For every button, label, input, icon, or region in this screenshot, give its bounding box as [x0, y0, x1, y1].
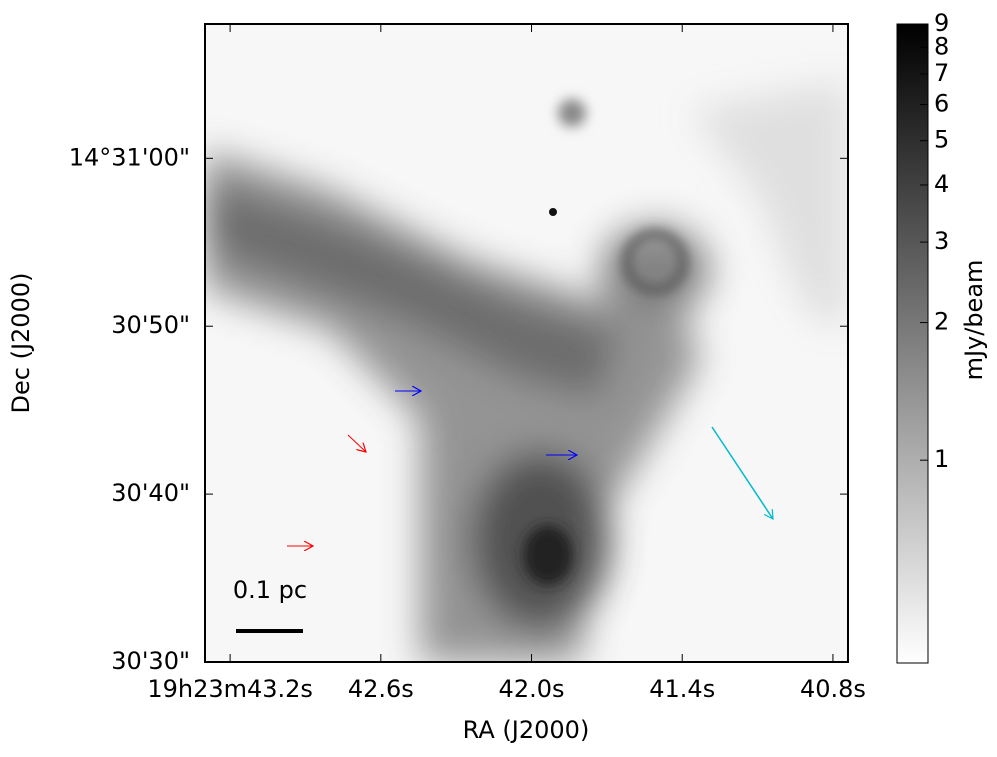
colorbar-tick-label: 8	[934, 32, 949, 60]
y-tick-label: 30'40"	[111, 479, 190, 507]
arrow	[347, 434, 366, 452]
annotations: 0.1 pc	[233, 391, 773, 633]
x-axis-label: RA (J2000)	[463, 716, 590, 744]
colorbar-tick-label: 4	[934, 170, 949, 198]
x-tick-label: 42.0s	[499, 675, 565, 703]
colorbar-label: mJy/beam	[960, 260, 988, 381]
plot-frame	[204, 23, 849, 663]
y-axis-label: Dec (J2000)	[7, 273, 35, 414]
colorbar-tick-label: 1	[934, 445, 949, 473]
colorbar-tick-label: 3	[934, 227, 949, 255]
y-tick-label: 30'50"	[111, 311, 190, 339]
y-tick-label: 14°31'00"	[69, 143, 190, 171]
colorbar-tick-label: 9	[934, 9, 949, 37]
colorbar-tick-label: 7	[934, 59, 949, 87]
y-tick-label: 30'30"	[111, 647, 190, 675]
x-tick-label: 40.8s	[800, 675, 866, 703]
x-tick-label: 19h23m43.2s	[147, 675, 313, 703]
scale-bar-label: 0.1 pc	[233, 576, 307, 604]
x-tick-label: 41.4s	[649, 675, 715, 703]
colorbar	[896, 23, 929, 664]
colorbar-tick-label: 6	[934, 89, 949, 117]
colorbar-tick-label: 5	[934, 126, 949, 154]
colorbar-tick-label: 2	[934, 308, 949, 336]
x-tick-label: 42.6s	[348, 675, 414, 703]
arrow	[711, 426, 773, 519]
image	[205, 24, 848, 662]
